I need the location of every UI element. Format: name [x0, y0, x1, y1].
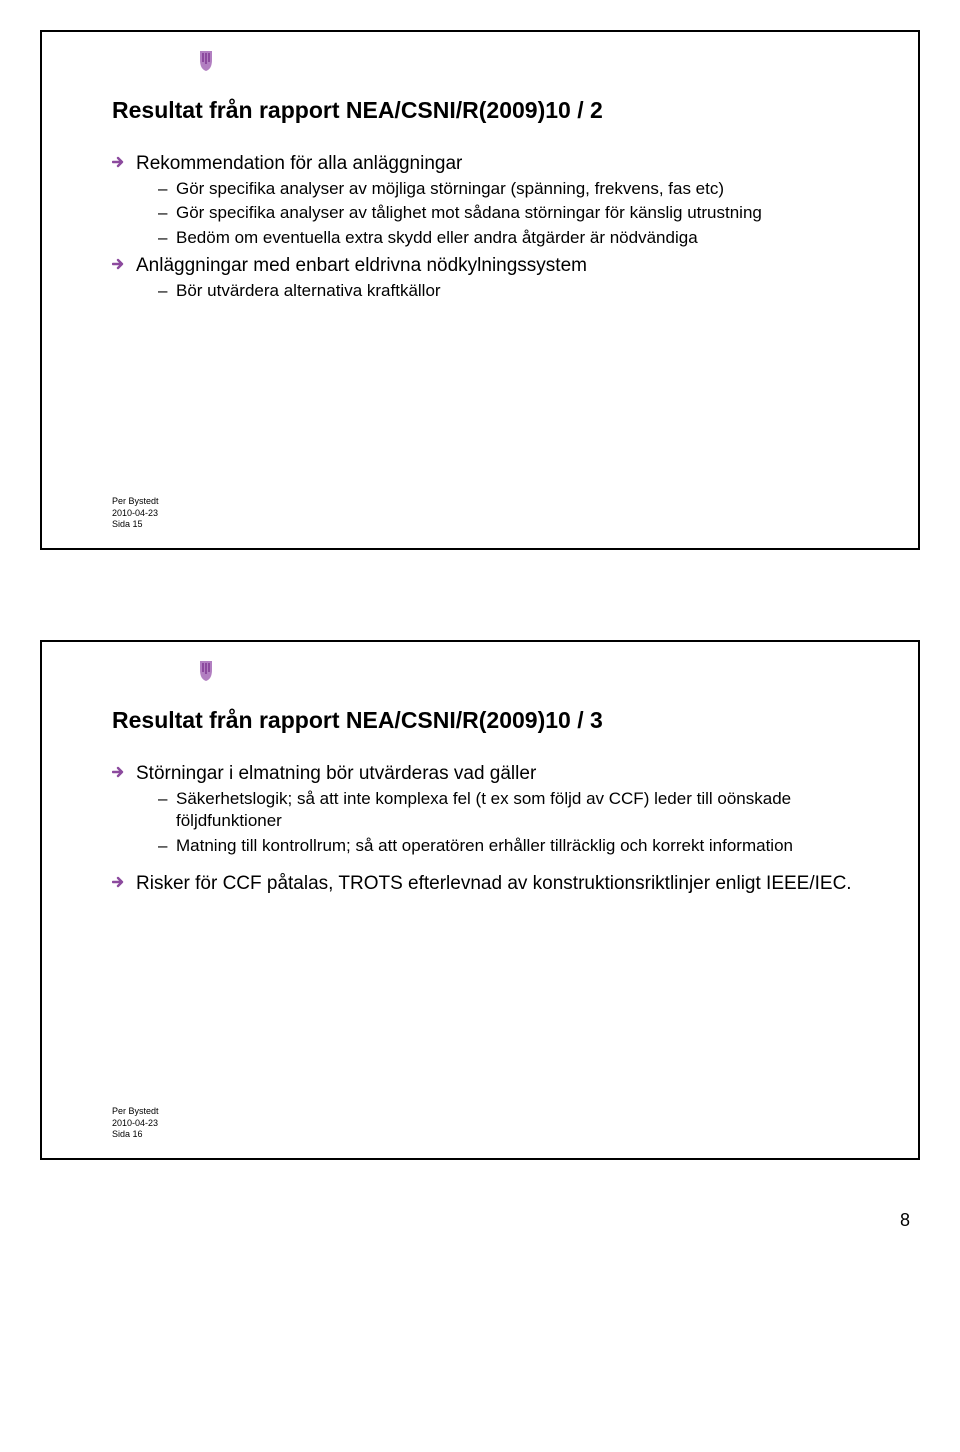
sub-bullet-text: Matning till kontrollrum; så att operatö… — [176, 836, 793, 855]
slide: Resultat från rapport NEA/CSNI/R(2009)10… — [40, 640, 920, 1160]
bullet-text: Risker för CCF påtalas, TROTS efterlevna… — [136, 873, 852, 894]
logo-icon — [197, 660, 215, 682]
bullet-level1: Rekommendation för alla anläggningar Gör … — [112, 151, 858, 249]
sub-bullet-list: Bör utvärdera alternativa kraftkällor — [136, 280, 858, 302]
bullet-level1: Störningar i elmatning bör utvärderas va… — [112, 761, 858, 857]
bullet-text: Anläggningar med enbart eldrivna nödkyln… — [136, 255, 587, 276]
slide-footer: Per Bystedt 2010-04-23 Sida 16 — [112, 1106, 159, 1140]
bullet-level2: Bedöm om eventuella extra skydd eller an… — [136, 227, 858, 249]
bullet-arrow-icon — [112, 876, 126, 888]
slide-title: Resultat från rapport NEA/CSNI/R(2009)10… — [112, 96, 858, 125]
logo-icon — [197, 50, 215, 72]
slide: Resultat från rapport NEA/CSNI/R(2009)10… — [40, 30, 920, 550]
logo — [197, 660, 215, 682]
bullet-level2: Matning till kontrollrum; så att operatö… — [136, 835, 858, 857]
slide-footer: Per Bystedt 2010-04-23 Sida 15 — [112, 496, 159, 530]
bullet-level1: Anläggningar med enbart eldrivna nödkyln… — [112, 253, 858, 303]
bullet-list: Rekommendation för alla anläggningar Gör … — [112, 151, 858, 303]
bullet-level2: Säkerhetslogik; så att inte komplexa fel… — [136, 788, 858, 833]
footer-author: Per Bystedt — [112, 496, 159, 507]
footer-page: Sida 15 — [112, 519, 159, 530]
sub-bullet-text: Säkerhetslogik; så att inte komplexa fel… — [176, 789, 791, 830]
document-root: Resultat från rapport NEA/CSNI/R(2009)10… — [40, 30, 920, 1231]
footer-date: 2010-04-23 — [112, 508, 159, 519]
bullet-arrow-icon — [112, 258, 126, 270]
footer-page: Sida 16 — [112, 1129, 159, 1140]
bullet-arrow-icon — [112, 766, 126, 778]
sub-bullet-list: Säkerhetslogik; så att inte komplexa fel… — [136, 788, 858, 857]
footer-date: 2010-04-23 — [112, 1118, 159, 1129]
bullet-arrow-icon — [112, 156, 126, 168]
sub-bullet-text: Bedöm om eventuella extra skydd eller an… — [176, 228, 698, 247]
footer-author: Per Bystedt — [112, 1106, 159, 1117]
slide-title: Resultat från rapport NEA/CSNI/R(2009)10… — [112, 706, 858, 735]
sub-bullet-list: Gör specifika analyser av möjliga störni… — [136, 178, 858, 249]
bullet-text: Störningar i elmatning bör utvärderas va… — [136, 763, 536, 784]
logo — [197, 50, 215, 72]
page-number: 8 — [40, 1210, 920, 1231]
bullet-text: Rekommendation för alla anläggningar — [136, 153, 462, 174]
bullet-list: Störningar i elmatning bör utvärderas va… — [112, 761, 858, 896]
bullet-level2: Bör utvärdera alternativa kraftkällor — [136, 280, 858, 302]
bullet-level1: Risker för CCF påtalas, TROTS efterlevna… — [112, 871, 858, 896]
bullet-level2: Gör specifika analyser av tålighet mot s… — [136, 202, 858, 224]
sub-bullet-text: Gör specifika analyser av tålighet mot s… — [176, 203, 762, 222]
sub-bullet-text: Bör utvärdera alternativa kraftkällor — [176, 281, 441, 300]
bullet-level2: Gör specifika analyser av möjliga störni… — [136, 178, 858, 200]
sub-bullet-text: Gör specifika analyser av möjliga störni… — [176, 179, 724, 198]
